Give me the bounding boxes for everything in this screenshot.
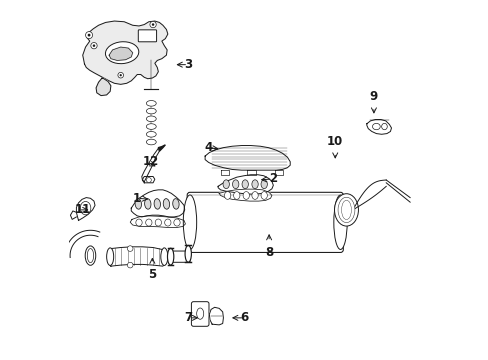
Text: 9: 9 bbox=[369, 90, 377, 103]
Circle shape bbox=[127, 246, 133, 251]
Ellipse shape bbox=[87, 248, 93, 263]
Ellipse shape bbox=[333, 195, 346, 249]
Text: 10: 10 bbox=[326, 135, 343, 148]
Polygon shape bbox=[82, 21, 167, 84]
Ellipse shape bbox=[261, 192, 267, 199]
Polygon shape bbox=[142, 148, 161, 182]
Ellipse shape bbox=[164, 219, 171, 226]
Polygon shape bbox=[209, 307, 223, 325]
Ellipse shape bbox=[261, 180, 267, 189]
Text: 5: 5 bbox=[148, 268, 156, 281]
Ellipse shape bbox=[381, 123, 386, 130]
Ellipse shape bbox=[163, 199, 169, 209]
Circle shape bbox=[120, 74, 122, 76]
Circle shape bbox=[118, 72, 123, 78]
Ellipse shape bbox=[224, 192, 230, 199]
Ellipse shape bbox=[196, 308, 203, 319]
Text: 12: 12 bbox=[142, 155, 159, 168]
Ellipse shape bbox=[251, 192, 258, 199]
Polygon shape bbox=[131, 190, 184, 217]
Circle shape bbox=[127, 262, 133, 268]
Polygon shape bbox=[70, 211, 76, 219]
Text: 6: 6 bbox=[240, 311, 248, 324]
Ellipse shape bbox=[106, 248, 113, 265]
Ellipse shape bbox=[372, 123, 380, 130]
Polygon shape bbox=[142, 176, 155, 183]
Ellipse shape bbox=[154, 199, 160, 209]
Polygon shape bbox=[204, 145, 289, 170]
Ellipse shape bbox=[232, 180, 238, 189]
Ellipse shape bbox=[146, 139, 156, 145]
Polygon shape bbox=[109, 47, 132, 60]
Ellipse shape bbox=[223, 180, 229, 189]
Ellipse shape bbox=[172, 199, 179, 209]
FancyBboxPatch shape bbox=[138, 30, 156, 42]
Polygon shape bbox=[158, 145, 165, 151]
Ellipse shape bbox=[184, 246, 191, 262]
Ellipse shape bbox=[144, 199, 151, 209]
Polygon shape bbox=[107, 247, 166, 266]
FancyBboxPatch shape bbox=[171, 251, 190, 262]
Circle shape bbox=[93, 44, 95, 47]
Polygon shape bbox=[96, 78, 111, 96]
Ellipse shape bbox=[135, 199, 141, 209]
Ellipse shape bbox=[341, 200, 351, 220]
Ellipse shape bbox=[233, 192, 240, 199]
Polygon shape bbox=[366, 120, 391, 134]
Circle shape bbox=[87, 34, 90, 36]
FancyBboxPatch shape bbox=[191, 302, 208, 326]
Ellipse shape bbox=[242, 180, 248, 189]
Ellipse shape bbox=[146, 124, 156, 129]
Circle shape bbox=[91, 42, 97, 49]
Ellipse shape bbox=[161, 248, 167, 265]
Polygon shape bbox=[219, 189, 271, 201]
Circle shape bbox=[146, 177, 151, 183]
Polygon shape bbox=[130, 216, 185, 228]
Polygon shape bbox=[76, 198, 95, 220]
Ellipse shape bbox=[243, 192, 249, 199]
Ellipse shape bbox=[334, 194, 358, 226]
Ellipse shape bbox=[337, 197, 354, 222]
Ellipse shape bbox=[146, 131, 156, 137]
Ellipse shape bbox=[251, 180, 258, 189]
Text: 1: 1 bbox=[133, 192, 141, 205]
Text: 3: 3 bbox=[184, 58, 192, 71]
Circle shape bbox=[151, 23, 154, 26]
Ellipse shape bbox=[105, 42, 139, 64]
Ellipse shape bbox=[146, 100, 156, 106]
Ellipse shape bbox=[80, 202, 91, 215]
Ellipse shape bbox=[167, 248, 173, 265]
Ellipse shape bbox=[136, 219, 142, 226]
Ellipse shape bbox=[183, 195, 196, 249]
Text: 2: 2 bbox=[268, 172, 276, 185]
FancyBboxPatch shape bbox=[187, 192, 343, 252]
Ellipse shape bbox=[85, 246, 96, 265]
Ellipse shape bbox=[155, 219, 161, 226]
Circle shape bbox=[85, 32, 92, 39]
Circle shape bbox=[150, 21, 156, 28]
Ellipse shape bbox=[173, 219, 180, 226]
Ellipse shape bbox=[145, 219, 152, 226]
Text: 4: 4 bbox=[204, 141, 212, 154]
Polygon shape bbox=[218, 175, 273, 194]
Text: 11: 11 bbox=[74, 203, 90, 216]
Text: 7: 7 bbox=[184, 311, 192, 324]
Ellipse shape bbox=[146, 108, 156, 114]
Ellipse shape bbox=[146, 116, 156, 122]
Text: 8: 8 bbox=[264, 246, 273, 259]
